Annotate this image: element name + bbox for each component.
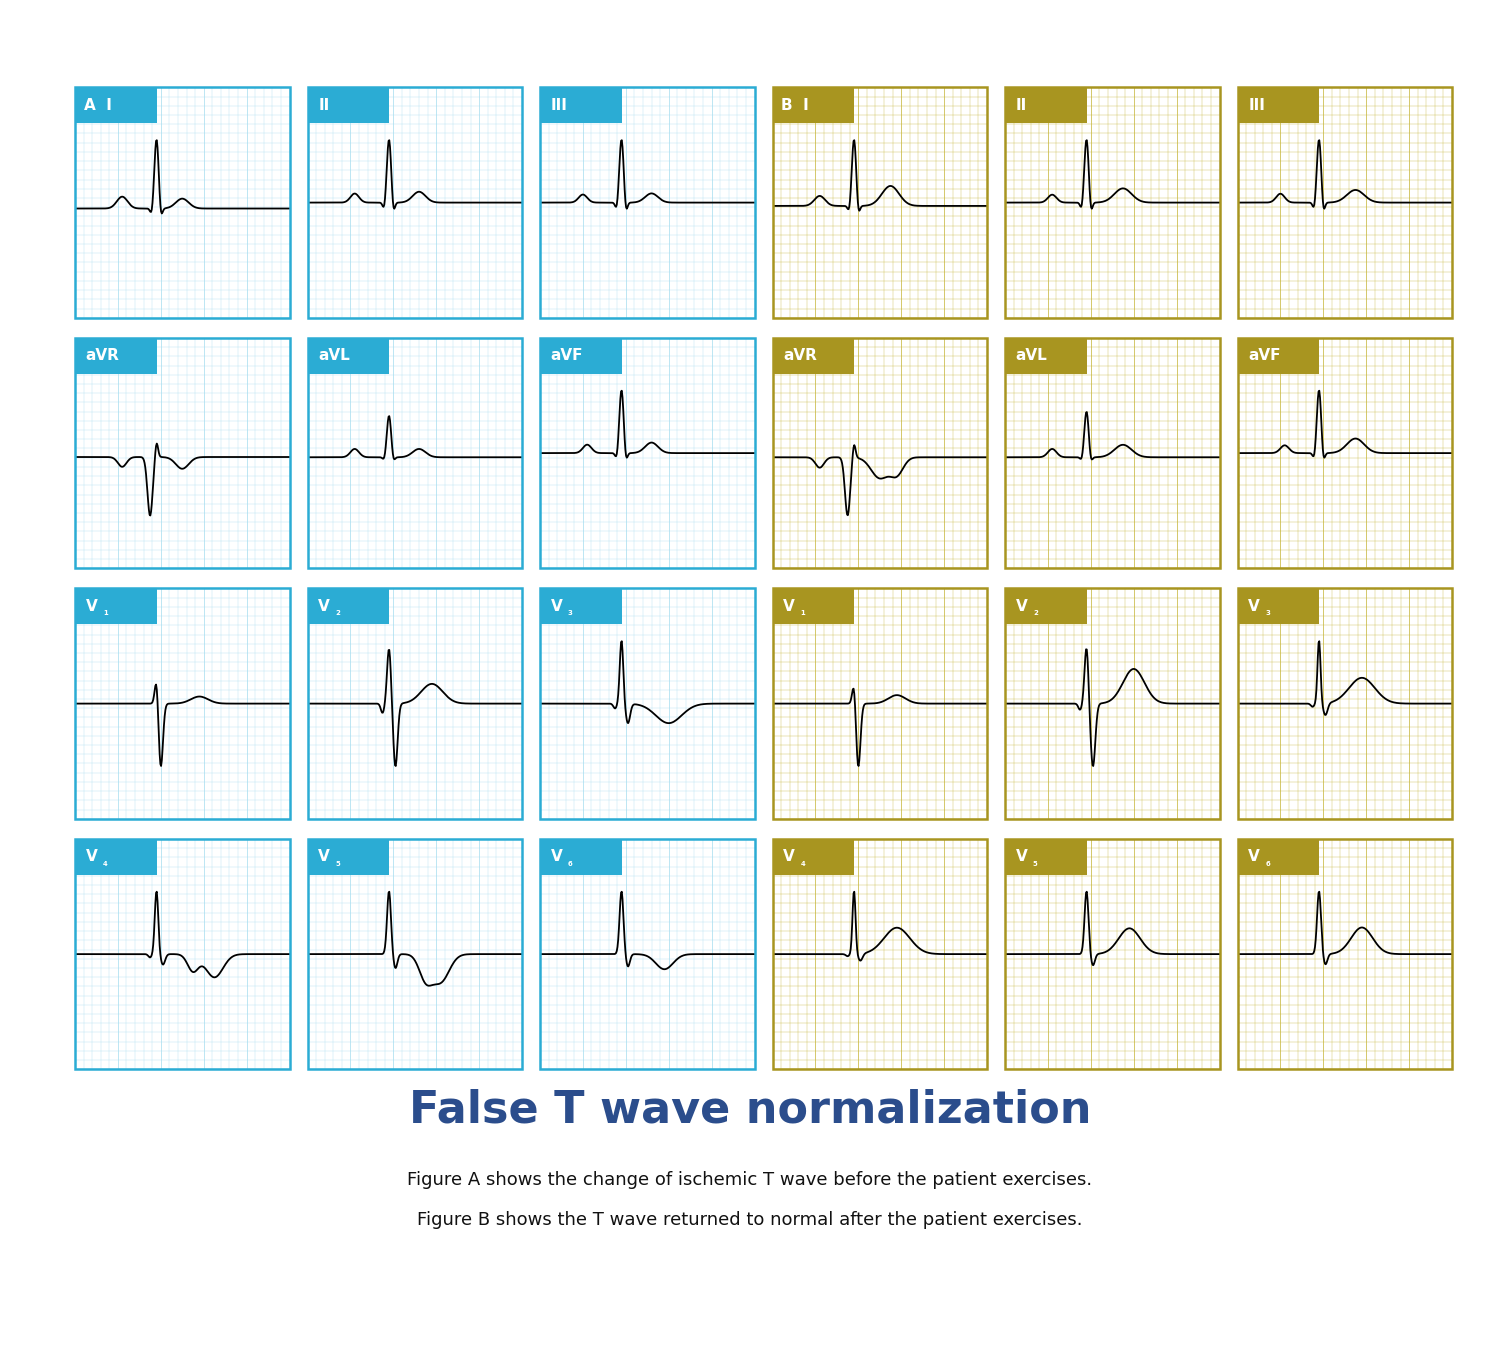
Bar xyxy=(772,87,853,124)
Bar xyxy=(75,338,156,374)
Text: ₂: ₂ xyxy=(336,607,340,617)
Bar xyxy=(75,839,290,1069)
Bar xyxy=(75,839,156,874)
Bar xyxy=(308,87,522,317)
Text: V: V xyxy=(318,849,330,865)
Text: A  I: A I xyxy=(84,98,111,113)
Text: ø: ø xyxy=(202,1291,219,1315)
Bar xyxy=(1238,87,1318,124)
Text: ₆: ₆ xyxy=(1266,858,1270,868)
Text: ₄: ₄ xyxy=(801,858,806,868)
Bar xyxy=(75,87,290,317)
Text: V: V xyxy=(86,599,98,613)
Text: aVF: aVF xyxy=(550,348,584,363)
Text: III: III xyxy=(1248,98,1264,113)
Text: ₁: ₁ xyxy=(801,607,806,617)
Bar xyxy=(772,338,853,374)
Bar xyxy=(1238,839,1318,874)
Text: ₅: ₅ xyxy=(336,858,340,868)
Bar xyxy=(308,839,522,1069)
Bar xyxy=(1005,87,1086,124)
Text: aVR: aVR xyxy=(86,348,120,363)
Text: Figure A shows the change of ischemic T wave before the patient exercises.: Figure A shows the change of ischemic T … xyxy=(408,1170,1092,1189)
Bar xyxy=(540,839,621,874)
Text: IMAGE ID: 1845031558: IMAGE ID: 1845031558 xyxy=(1244,1282,1380,1295)
Text: ₅: ₅ xyxy=(1034,858,1038,868)
Bar xyxy=(1005,839,1220,1069)
Text: III: III xyxy=(550,98,567,113)
Bar xyxy=(1238,589,1452,819)
Text: V: V xyxy=(1016,599,1028,613)
Bar xyxy=(772,839,987,1069)
Text: aVL: aVL xyxy=(318,348,350,363)
Text: V: V xyxy=(783,599,795,613)
Bar xyxy=(1005,338,1086,374)
Text: aVL: aVL xyxy=(1016,348,1047,363)
Bar xyxy=(540,589,754,819)
Bar xyxy=(540,338,754,568)
Bar xyxy=(772,338,987,568)
Text: V: V xyxy=(1248,849,1260,865)
Bar xyxy=(540,338,621,374)
Text: V: V xyxy=(550,599,562,613)
Text: V: V xyxy=(318,599,330,613)
Text: V: V xyxy=(1248,599,1260,613)
Bar xyxy=(308,87,388,124)
Bar xyxy=(540,839,754,1069)
Bar xyxy=(1005,839,1086,874)
Text: ₄: ₄ xyxy=(104,858,108,868)
Bar xyxy=(75,338,290,568)
Text: ₃: ₃ xyxy=(568,607,573,617)
Text: aVF: aVF xyxy=(1248,348,1281,363)
Text: ₁: ₁ xyxy=(104,607,108,617)
Bar xyxy=(1005,87,1220,317)
Bar xyxy=(772,87,987,317)
Bar xyxy=(1238,589,1318,624)
Bar xyxy=(75,87,156,124)
Bar xyxy=(540,87,754,317)
Bar xyxy=(1238,839,1452,1069)
Text: Figure B shows the T wave returned to normal after the patient exercises.: Figure B shows the T wave returned to no… xyxy=(417,1210,1083,1229)
Text: V: V xyxy=(550,849,562,865)
Bar xyxy=(1238,338,1318,374)
Text: B  I: B I xyxy=(782,98,808,113)
Bar xyxy=(772,589,853,624)
Text: V: V xyxy=(783,849,795,865)
Text: II: II xyxy=(1016,98,1028,113)
Bar xyxy=(1238,87,1452,317)
Bar xyxy=(308,589,388,624)
Text: False T wave normalization: False T wave normalization xyxy=(408,1088,1090,1131)
Text: ₃: ₃ xyxy=(1266,607,1270,617)
Bar xyxy=(308,839,388,874)
Bar xyxy=(308,338,388,374)
Bar xyxy=(1238,338,1452,568)
Text: II: II xyxy=(318,98,330,113)
Bar xyxy=(540,87,621,124)
Text: V: V xyxy=(1016,849,1028,865)
Bar xyxy=(1005,589,1220,819)
Bar xyxy=(772,839,853,874)
Text: V: V xyxy=(86,849,98,865)
Text: ₆: ₆ xyxy=(568,858,573,868)
Bar xyxy=(75,589,156,624)
Bar xyxy=(308,338,522,568)
Bar xyxy=(308,589,522,819)
Bar xyxy=(1005,589,1086,624)
Bar xyxy=(772,589,987,819)
Bar xyxy=(540,589,621,624)
Text: ck®: ck® xyxy=(219,1291,273,1315)
Bar xyxy=(75,589,290,819)
Text: www.shutterstock.com: www.shutterstock.com xyxy=(1245,1311,1380,1325)
Text: ₂: ₂ xyxy=(1034,607,1038,617)
Text: aVR: aVR xyxy=(783,348,818,363)
Text: shutterst: shutterst xyxy=(98,1291,220,1315)
Bar xyxy=(1005,338,1220,568)
